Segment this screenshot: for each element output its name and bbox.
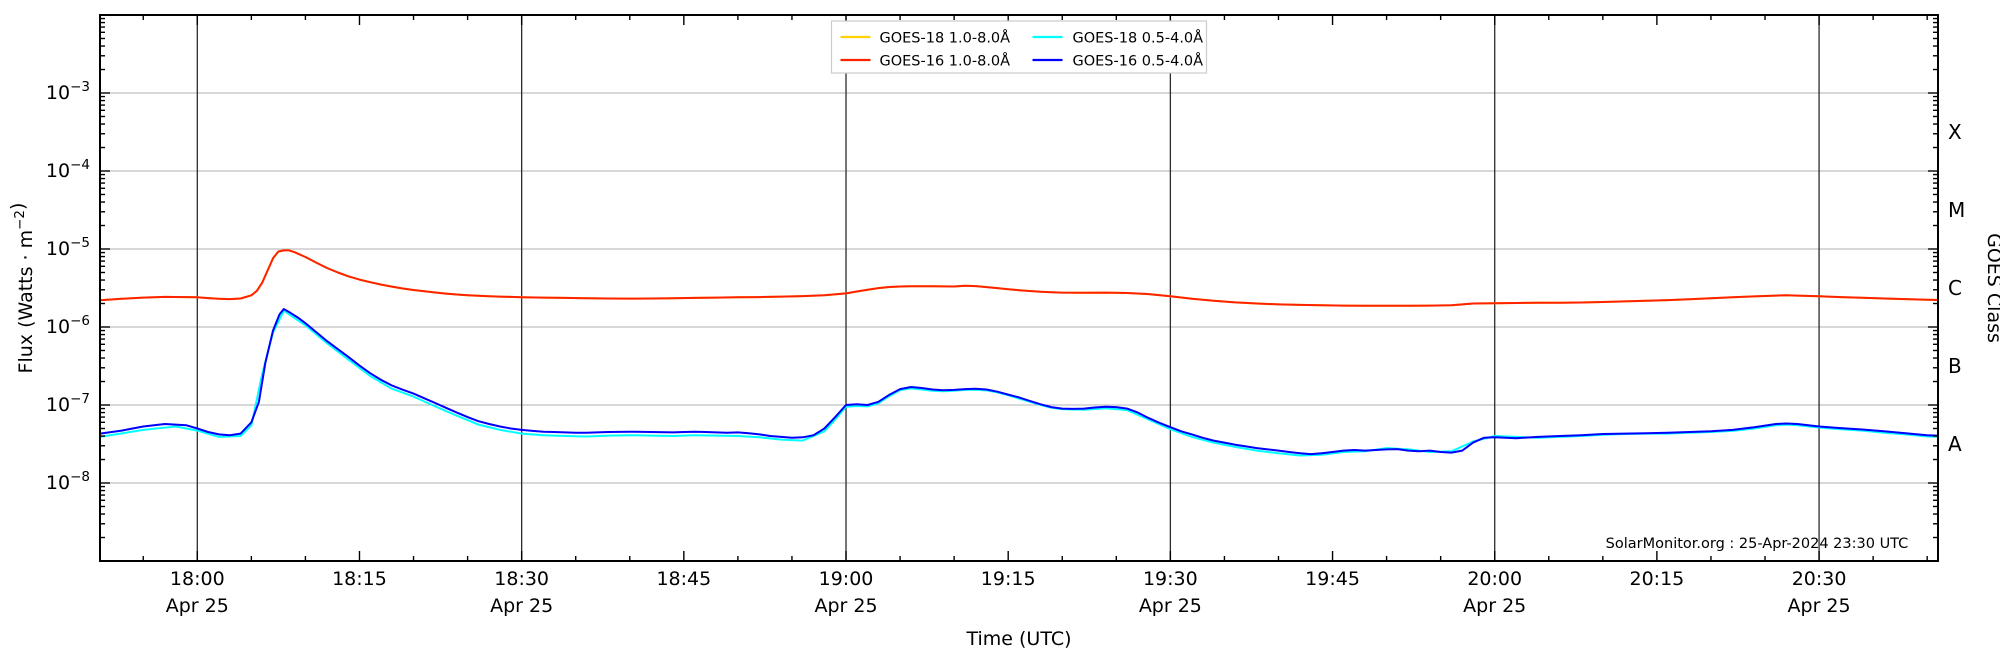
x-axis-title: Time (UTC) — [965, 628, 1071, 650]
superscript: −7 — [70, 391, 90, 407]
superscript: −3 — [70, 79, 90, 95]
x-tick-label: 20:15 — [1630, 568, 1685, 590]
x-tick-date-label: Apr 25 — [1139, 595, 1202, 617]
x-tick-label: 20:30 — [1792, 568, 1847, 590]
right-axis-title: GOES Class — [1983, 233, 2000, 343]
axes-border — [99, 14, 1939, 562]
text-run: 10 — [46, 472, 70, 494]
x-tick-date-label: Apr 25 — [1788, 595, 1851, 617]
series-group — [99, 249, 1939, 457]
goes-class-a: A — [1948, 432, 1962, 456]
superscript: −5 — [70, 235, 90, 251]
x-tick-label: 18:45 — [656, 568, 711, 590]
x-tick-date-label: Apr 25 — [1463, 595, 1526, 617]
x-tick-date-label: Apr 25 — [490, 595, 553, 617]
y-tick-label: 10−7 — [46, 391, 90, 416]
goes-class-b: B — [1948, 354, 1962, 378]
y-tick-label: 10−5 — [46, 235, 90, 260]
superscript: −8 — [70, 469, 90, 485]
x-tick-date-label: Apr 25 — [814, 595, 877, 617]
text-run: 10 — [46, 160, 70, 182]
y-tick-label: 10−4 — [46, 157, 90, 182]
text-run: 10 — [46, 82, 70, 104]
y-axis-title: Flux (Watts · m−2) — [7, 203, 37, 374]
x-tick-label: 19:30 — [1143, 568, 1198, 590]
x-tick-label: 18:15 — [332, 568, 387, 590]
goes-class-x: X — [1948, 120, 1962, 144]
legend-entry-label: GOES-16 1.0-8.0Å — [880, 53, 1011, 70]
x-tick-label: 19:00 — [819, 568, 874, 590]
x-tick-label: 19:15 — [981, 568, 1036, 590]
text-run: 10 — [46, 316, 70, 338]
text-run: 10 — [46, 238, 70, 260]
legend-entry-label: GOES-18 1.0-8.0Å — [880, 30, 1011, 47]
y-tick-label: 10−6 — [46, 313, 90, 338]
goes-class-c: C — [1948, 276, 1962, 300]
y-tick-label: 10−3 — [46, 79, 90, 104]
superscript: −4 — [70, 157, 90, 173]
series-goes16-short — [99, 308, 1939, 456]
legend-entry-label: GOES-18 0.5-4.0Å — [1073, 30, 1204, 47]
superscript: −2 — [12, 210, 28, 230]
x-tick-label: 19:45 — [1305, 568, 1360, 590]
x-tick-date-label: Apr 25 — [166, 595, 229, 617]
text-run: Flux (Watts · m — [15, 230, 37, 374]
x-tick-label: 18:30 — [494, 568, 549, 590]
ticks — [100, 15, 1938, 561]
x-tick-label: 20:00 — [1467, 568, 1522, 590]
superscript: −6 — [70, 313, 90, 329]
y-tick-labels: 10−310−410−510−610−710−8 — [46, 79, 90, 494]
horizontal-gridlines — [100, 92, 1938, 484]
goes-class-labels: X M C B A — [1948, 120, 1965, 456]
x-tick-label: 18:00 — [170, 568, 225, 590]
legend-entry-label: GOES-16 0.5-4.0Å — [1073, 53, 1204, 70]
watermark-timestamp: SolarMonitor.org : 25-Apr-2024 23:30 UTC — [1606, 536, 1909, 552]
text-run: 10 — [46, 394, 70, 416]
x-tick-labels: 18:00 Apr 25 18:15 18:30 Apr 25 18:45 19:00 Apr… — [166, 568, 1851, 617]
goes-class-m: M — [1948, 198, 1965, 222]
series-goes16-long — [99, 249, 1939, 307]
y-tick-label: 10−8 — [46, 469, 90, 494]
legend: GOES-18 1.0-8.0Å GOES-16 1.0-8.0Å GOES-18 … — [830, 20, 1208, 74]
vertical-gridlines — [196, 15, 1820, 561]
text-run: ) — [7, 203, 29, 210]
legend-box — [830, 20, 1208, 74]
